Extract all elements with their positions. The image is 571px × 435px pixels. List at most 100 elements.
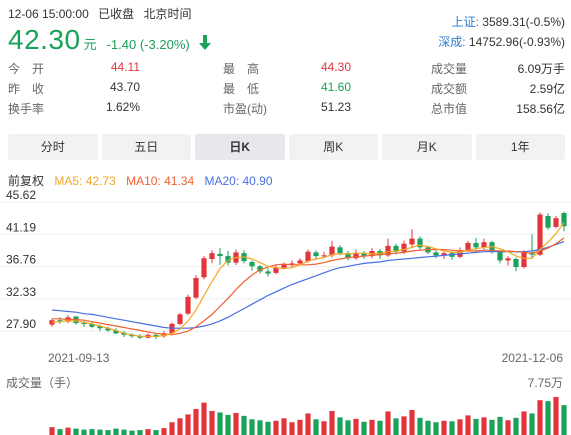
stat-value: 1.62% [105, 100, 140, 114]
candle-body [225, 256, 231, 263]
kline-chart[interactable]: 45.62 41.19 36.76 32.33 27.90 2021-09-13 2021-… [0, 188, 571, 435]
price-change-value: -1.40 [106, 37, 137, 52]
volume-bar [233, 412, 239, 435]
volume-bar [457, 419, 463, 435]
tab-period[interactable]: 分时 [8, 134, 98, 160]
price-row: 42.30 元 -1.40 (-3.20%) [8, 24, 212, 56]
candle-body [81, 323, 87, 325]
candle-body [545, 215, 551, 228]
volume-bar [473, 418, 479, 435]
volume-max-label: 7.75万 [528, 376, 563, 390]
stat-value: 51.23 [320, 100, 351, 114]
candle-body [305, 251, 311, 262]
volume-bar [121, 429, 127, 435]
candle-body [505, 258, 511, 261]
x-start-label: 2021-09-13 [48, 351, 110, 365]
index-shanghai-label: 上证: [451, 15, 479, 29]
candle-body [481, 242, 487, 248]
quote-datetime: 12-06 15:00:00 [8, 7, 89, 21]
volume-bar [73, 428, 79, 435]
candle-body [185, 296, 191, 314]
volume-bar [537, 400, 543, 435]
candle-body [281, 264, 287, 268]
volume-bar [545, 401, 551, 435]
candle-body [289, 263, 295, 265]
x-end-label: 2021-12-06 [502, 351, 564, 365]
price-unit: 元 [83, 37, 97, 52]
volume-bar [417, 417, 423, 435]
candle-body [49, 320, 55, 325]
candle-body [417, 238, 423, 248]
candle-body [257, 266, 263, 272]
ma10-legend: MA10: 41.34 [126, 174, 195, 188]
candle-body [265, 271, 271, 274]
tab-period[interactable]: 月K [382, 134, 472, 160]
candle-body [473, 242, 479, 248]
stats-row: 昨 收 43.70 最 低 41.60 成交额 2.59亿 [8, 78, 565, 98]
candle-body [201, 258, 207, 278]
stat-label: 换手率 [8, 102, 45, 116]
volume-bar [249, 419, 255, 435]
volume-bar [153, 430, 159, 435]
volume-bar [353, 418, 359, 435]
candle-body [57, 320, 63, 322]
price-change: -1.40 (-3.20%) [107, 37, 190, 52]
tab-period[interactable]: 日K [195, 134, 285, 160]
tab-period[interactable]: 五日 [101, 134, 191, 160]
volume-bar [145, 429, 151, 435]
volume-bar [89, 429, 95, 435]
y-tick-label: 27.90 [6, 317, 36, 331]
volume-bar [465, 415, 471, 435]
kline-svg[interactable]: 45.62 41.19 36.76 32.33 27.90 2021-09-13 2021-… [0, 188, 571, 435]
volume-bar [241, 415, 247, 435]
y-tick-label: 32.33 [6, 285, 36, 299]
candle-body [393, 245, 399, 252]
volume-bar [297, 419, 303, 435]
index-shanghai-value: 3589.31(-0.5%) [482, 15, 565, 29]
candle-body [337, 247, 343, 254]
stat-value: 44.30 [320, 60, 351, 74]
index-shenzhen-value: 14752.96(-0.93%) [468, 35, 565, 49]
volume-bar [521, 411, 527, 435]
candle-body [89, 323, 95, 327]
volume-bar [553, 397, 559, 435]
candle-body [361, 253, 367, 257]
market-state: 已收盘 [98, 7, 135, 21]
volume-bar [305, 413, 311, 435]
volume-bar [105, 430, 111, 435]
candle-body [97, 326, 103, 329]
volume-bar [561, 405, 567, 435]
candle-body [161, 333, 167, 337]
candle-body [537, 214, 543, 255]
volume-bar [185, 414, 191, 435]
stat-value: 158.56亿 [516, 102, 565, 116]
candle-body [553, 218, 559, 227]
candle-body [529, 253, 535, 255]
volume-bar [449, 421, 455, 435]
volume-bar [409, 409, 415, 435]
tab-period[interactable]: 1年 [475, 134, 565, 160]
volume-bar [217, 412, 223, 435]
adjust-mode[interactable]: 前复权 [8, 174, 45, 188]
candle-body [345, 253, 351, 259]
volume-bar [273, 420, 279, 435]
volume-bar [225, 414, 231, 435]
volume-bar [401, 416, 407, 435]
volume-bar [337, 417, 343, 435]
volume-bar [65, 427, 71, 435]
volume-bar [137, 430, 143, 435]
index-shenzhen[interactable]: 深成: 14752.96(-0.93%) [438, 32, 565, 52]
price-change-percent: (-3.20%) [139, 37, 190, 52]
candle-body [329, 246, 335, 256]
index-shanghai[interactable]: 上证: 3589.31(-0.5%) [438, 12, 565, 32]
tab-period[interactable]: 周K [288, 134, 378, 160]
volume-bar [529, 413, 535, 435]
candle-body [129, 334, 135, 337]
volume-bar [513, 417, 519, 435]
volume-bar [425, 420, 431, 435]
volume-bar [313, 419, 319, 435]
volume-bar [321, 421, 327, 435]
stat-label: 市盈(动) [223, 102, 267, 116]
candle-body [441, 253, 447, 256]
volume-bar [369, 419, 375, 435]
